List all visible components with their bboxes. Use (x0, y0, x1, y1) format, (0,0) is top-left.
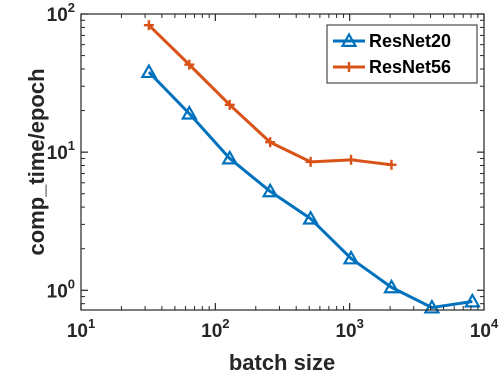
y-tick-label: 101 (47, 138, 75, 164)
y-tick-label: 100 (47, 276, 75, 302)
x-tick-label: 104 (470, 316, 499, 342)
data-point-resnet56 (265, 137, 276, 148)
axes-layer (80, 13, 485, 311)
legend-box (326, 24, 478, 84)
data-point-resnet20 (302, 209, 320, 225)
data-point-resnet56 (386, 159, 397, 170)
y-tick-label: 102 (47, 0, 75, 26)
x-axis-title: batch size (229, 350, 335, 375)
data-point-resnet56 (184, 59, 195, 70)
legend: ResNet20 ResNet56 (326, 24, 478, 84)
data-point-resnet56 (305, 156, 316, 167)
data-point-resnet20 (383, 278, 400, 294)
data-point-resnet20 (261, 182, 279, 198)
data-point-resnet20 (140, 63, 158, 79)
x-tick-label: 102 (201, 316, 229, 342)
legend-label-resnet20: ResNet20 (369, 31, 451, 51)
data-point-resnet20 (423, 298, 441, 314)
data-point-resnet20 (463, 292, 481, 308)
data-point-resnet20 (342, 249, 360, 265)
series-layer (140, 20, 481, 314)
data-point-resnet56 (143, 20, 154, 31)
data-point-resnet20 (180, 104, 198, 120)
y-axis-title: comp_time/epoch (24, 68, 49, 255)
x-tick-label: 103 (335, 316, 363, 342)
axes-box (80, 13, 485, 311)
tick-label-layer: 101 102 103 104 100 101 102 (47, 0, 499, 342)
series-line-resnet20 (147, 71, 473, 310)
legend-label-resnet56: ResNet56 (369, 57, 451, 77)
legend-entry-resnet20: ResNet20 (333, 31, 451, 51)
legend-marker-resnet20 (340, 32, 358, 47)
x-tick-label: 101 (67, 316, 95, 342)
data-point-resnet56 (346, 154, 357, 165)
legend-marker-resnet56 (344, 62, 354, 72)
legend-entry-resnet56: ResNet56 (333, 57, 451, 77)
data-point-resnet20 (221, 149, 239, 165)
data-point-resnet56 (224, 99, 235, 110)
